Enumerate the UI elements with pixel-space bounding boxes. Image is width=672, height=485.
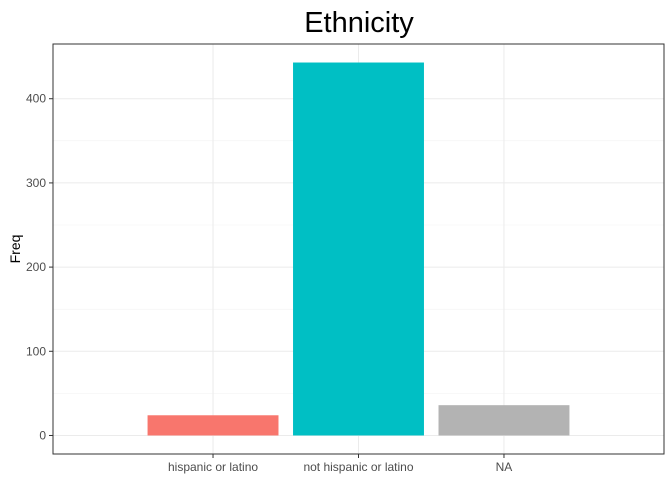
x-axis-ticks: hispanic or latino not hispanic or latino… bbox=[168, 454, 512, 474]
x-tick-label: NA bbox=[496, 460, 513, 474]
bar bbox=[438, 405, 570, 436]
bars bbox=[147, 62, 570, 436]
y-tick-label: 300 bbox=[26, 176, 46, 190]
y-tick-label: 400 bbox=[26, 92, 46, 106]
x-tick-label: not hispanic or latino bbox=[303, 460, 413, 474]
y-tick-label: 100 bbox=[26, 344, 46, 358]
x-tick-label: hispanic or latino bbox=[168, 460, 258, 474]
chart-title: Ethnicity bbox=[304, 7, 414, 39]
y-axis-ticks: 0 100 200 300 400 bbox=[26, 92, 53, 442]
bar bbox=[147, 415, 279, 436]
plot-panel-border bbox=[52, 43, 665, 455]
y-axis-title: Freq bbox=[7, 235, 23, 264]
bar bbox=[293, 62, 424, 436]
y-tick-label: 200 bbox=[26, 260, 46, 274]
y-tick-label: 0 bbox=[39, 428, 46, 442]
